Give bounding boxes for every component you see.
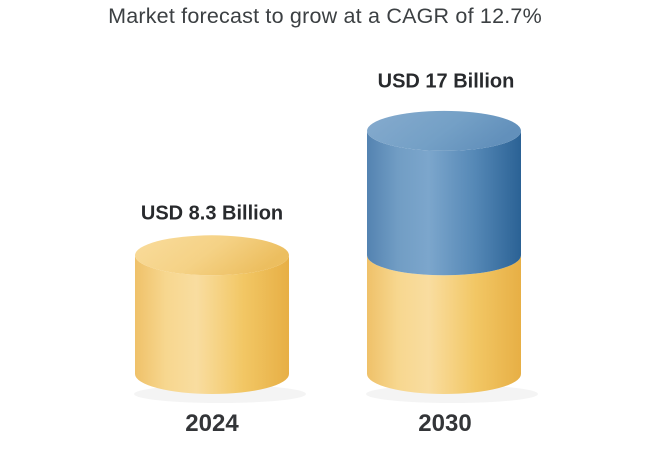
cylinder-bar-2030 bbox=[366, 110, 538, 403]
cylinder-bar-2024 bbox=[134, 235, 306, 403]
value-label-2024: USD 8.3 Billion bbox=[140, 202, 284, 225]
bars-layer bbox=[134, 110, 538, 403]
bar-top-face bbox=[367, 110, 521, 151]
axis-label-2024: 2024 bbox=[185, 410, 239, 437]
axis-label-2030: 2030 bbox=[418, 410, 472, 437]
value-label-2030: USD 17 Billion bbox=[377, 70, 515, 93]
chart-title: Market forecast to grow at a CAGR of 12.… bbox=[108, 4, 542, 28]
bar-segment-gold bbox=[367, 255, 521, 394]
bar-segment-blue bbox=[367, 130, 521, 276]
bar-top-face bbox=[135, 235, 289, 276]
bar-segment-gold bbox=[135, 255, 289, 394]
